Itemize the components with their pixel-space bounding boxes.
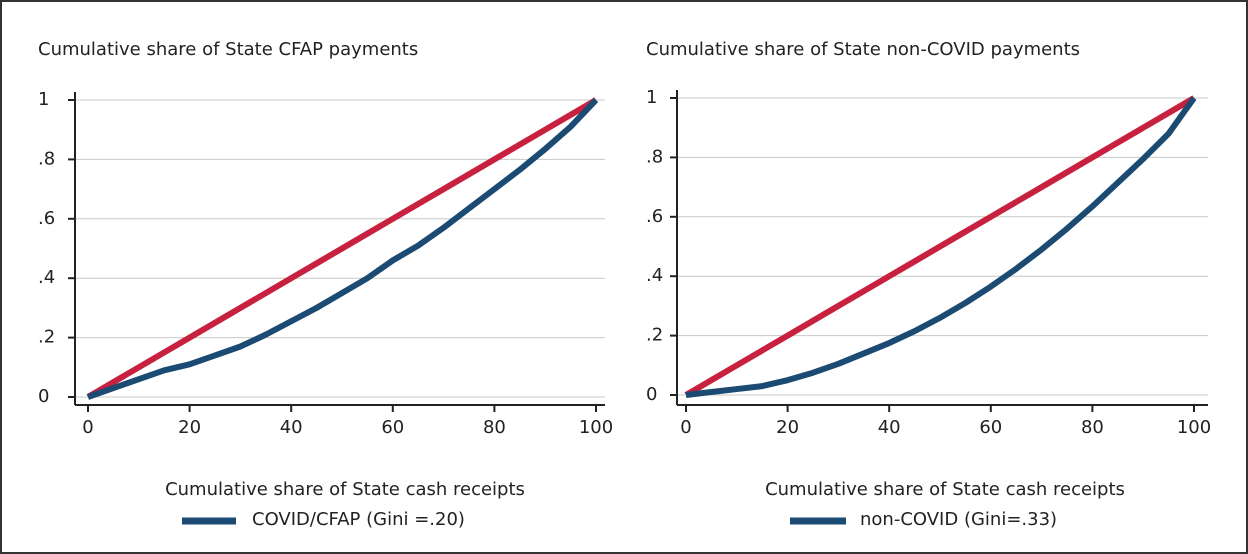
x-tick-label: 100 — [1177, 417, 1211, 438]
y-tick-label: .8 — [38, 148, 55, 169]
x-tick-label: 80 — [1081, 417, 1104, 438]
legend-label: COVID/CFAP (Gini =.20) — [252, 509, 465, 530]
y-tick-label: 1 — [38, 89, 49, 110]
x-tick-label: 40 — [878, 417, 901, 438]
series-line — [685, 96, 1197, 398]
y-tick-label: .6 — [646, 206, 663, 227]
y-tick-label: .4 — [646, 265, 663, 286]
y-tick-label: 0 — [646, 384, 657, 405]
y-tick-label: 1 — [646, 87, 657, 108]
chart-title: Cumulative share of State CFAP payments — [38, 39, 418, 60]
legend-label: non-COVID (Gini=.33) — [860, 509, 1057, 530]
x-axis-label: Cumulative share of State cash receipts — [765, 479, 1125, 500]
series-line — [86, 97, 598, 400]
x-tick-label: 20 — [776, 417, 799, 438]
x-tick-label: 20 — [178, 417, 201, 438]
x-tick-label: 60 — [381, 417, 404, 438]
x-tick-label: 80 — [483, 417, 506, 438]
y-tick-label: .6 — [38, 208, 55, 229]
y-tick-label: .2 — [646, 325, 663, 346]
x-tick-label: 40 — [280, 417, 303, 438]
x-tick-label: 100 — [579, 417, 613, 438]
y-tick-label: .8 — [646, 146, 663, 167]
y-tick-label: .2 — [38, 327, 55, 348]
x-axis-label: Cumulative share of State cash receipts — [165, 479, 525, 500]
x-tick-label: 0 — [680, 417, 691, 438]
x-tick-label: 60 — [979, 417, 1002, 438]
series-line — [684, 95, 1196, 398]
series-line — [87, 97, 599, 400]
x-tick-label: 0 — [82, 417, 93, 438]
y-tick-label: .4 — [38, 267, 55, 288]
chart-title: Cumulative share of State non-COVID paym… — [646, 39, 1080, 60]
y-tick-label: 0 — [38, 386, 49, 407]
